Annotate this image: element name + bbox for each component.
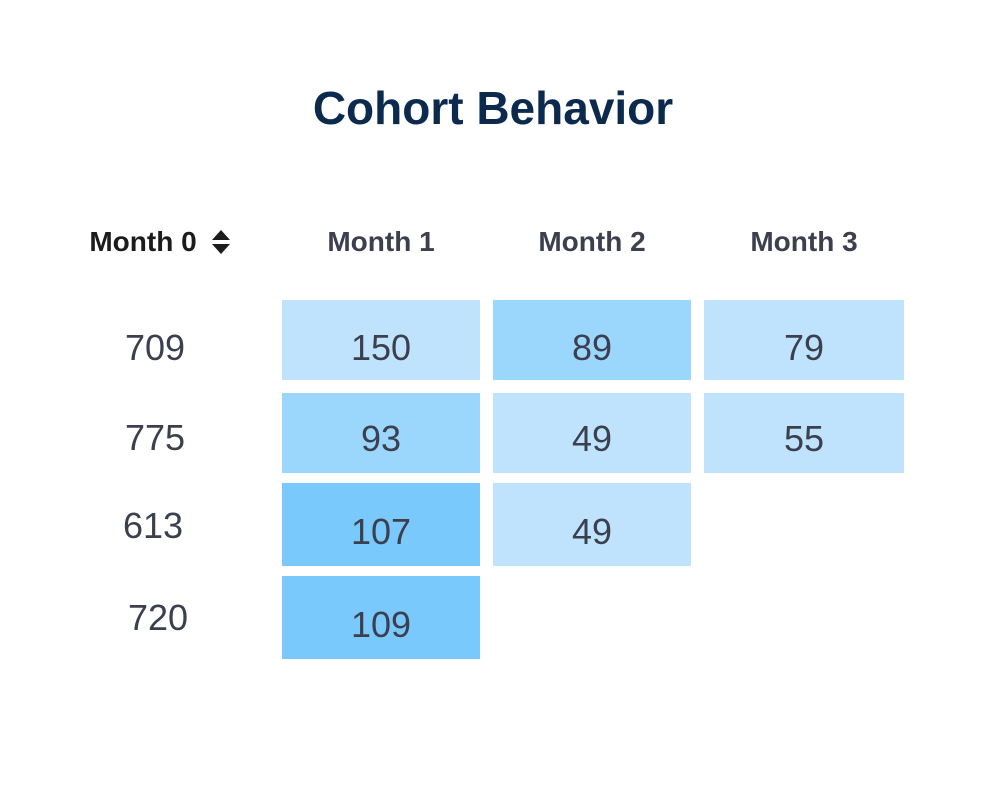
column-header-month-0[interactable]: Month 0 [60,222,260,262]
cohort-cell: 150 [282,300,480,380]
cohort-cell: 79 [704,300,904,380]
chart-title: Cohort Behavior [312,82,674,134]
cohort-cell: 49 [493,483,691,566]
cohort-cell: 89 [493,300,691,380]
sort-icon[interactable] [211,228,231,256]
column-header-month-1: Month 1 [327,226,435,257]
row-label-month-0: 720 [127,597,189,638]
column-header-label: Month 0 [89,226,197,257]
row-label-month-0: 613 [122,505,184,546]
column-header-month-2: Month 2 [538,226,646,257]
cohort-cell: 109 [282,576,480,659]
cohort-cell: 55 [704,393,904,473]
row-label-month-0: 709 [124,327,186,368]
row-label-month-0: 775 [124,417,186,458]
column-header-month-3: Month 3 [750,226,858,257]
cohort-cell: 93 [282,393,480,473]
cohort-cell: 49 [493,393,691,473]
cohort-cell: 107 [282,483,480,566]
